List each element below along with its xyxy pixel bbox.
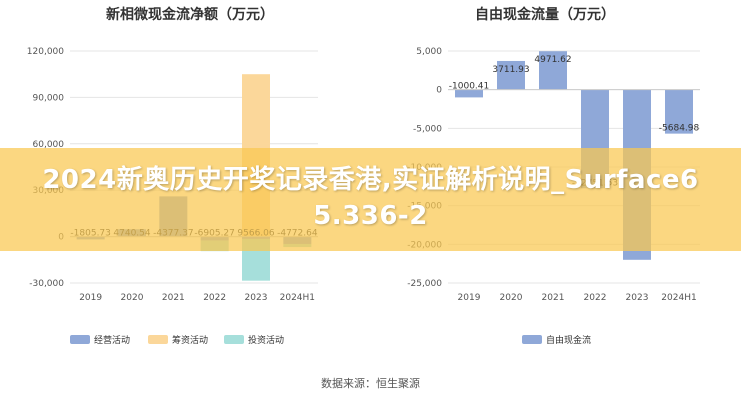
y-tick-label: 60,000 xyxy=(33,140,65,150)
right-chart-title: 自由现金流量（万元） xyxy=(475,7,615,23)
legend-swatch xyxy=(70,335,90,344)
overlay-banner: 2024新奥历史开奖记录香港,实证解析说明_Surface65.336-2 xyxy=(0,148,741,251)
y-tick-label: 5,000 xyxy=(416,47,442,57)
x-tick-label: 2019 xyxy=(79,293,102,303)
y-tick-label: 120,000 xyxy=(27,47,64,57)
legend-swatch xyxy=(224,335,244,344)
x-tick-label: 2020 xyxy=(121,293,144,303)
data-label: 4971.62 xyxy=(534,55,571,65)
legend-label: 经营活动 xyxy=(94,334,130,346)
data-label: -1000.41 xyxy=(449,82,489,92)
x-tick-label: 2023 xyxy=(626,293,649,303)
legend-swatch xyxy=(148,335,168,344)
legend-swatch xyxy=(522,335,542,344)
bar xyxy=(455,89,483,98)
y-tick-label: -25,000 xyxy=(407,279,442,289)
legend-label: 自由现金流 xyxy=(546,334,591,346)
bar xyxy=(665,89,693,134)
bar xyxy=(497,60,525,90)
bar xyxy=(539,51,567,90)
left-chart-title: 新相微现金流净额（万元） xyxy=(106,7,274,23)
legend-label: 筹资活动 xyxy=(172,334,208,346)
x-tick-label: 2022 xyxy=(584,293,607,303)
x-tick-label: 2024H1 xyxy=(280,293,315,303)
y-tick-label: 90,000 xyxy=(33,93,65,103)
data-label: 3711.93 xyxy=(492,65,529,75)
x-tick-label: 2019 xyxy=(458,293,481,303)
x-tick-label: 2020 xyxy=(500,293,523,303)
x-tick-label: 2023 xyxy=(245,293,268,303)
data-label: -5684.98 xyxy=(659,124,700,134)
y-tick-label: 0 xyxy=(436,86,442,96)
legend-label: 投资活动 xyxy=(248,334,284,346)
data-source-note: 数据来源：恒生聚源 xyxy=(321,377,420,390)
x-tick-label: 2021 xyxy=(542,293,565,303)
x-tick-label: 2021 xyxy=(162,293,185,303)
y-tick-label: -5,000 xyxy=(413,124,442,134)
x-tick-label: 2024H1 xyxy=(661,293,696,303)
x-tick-label: 2022 xyxy=(203,293,226,303)
banner-text: 2024新奥历史开奖记录香港,实证解析说明_Surface65.336-2 xyxy=(42,165,699,231)
y-tick-label: -30,000 xyxy=(29,279,64,289)
